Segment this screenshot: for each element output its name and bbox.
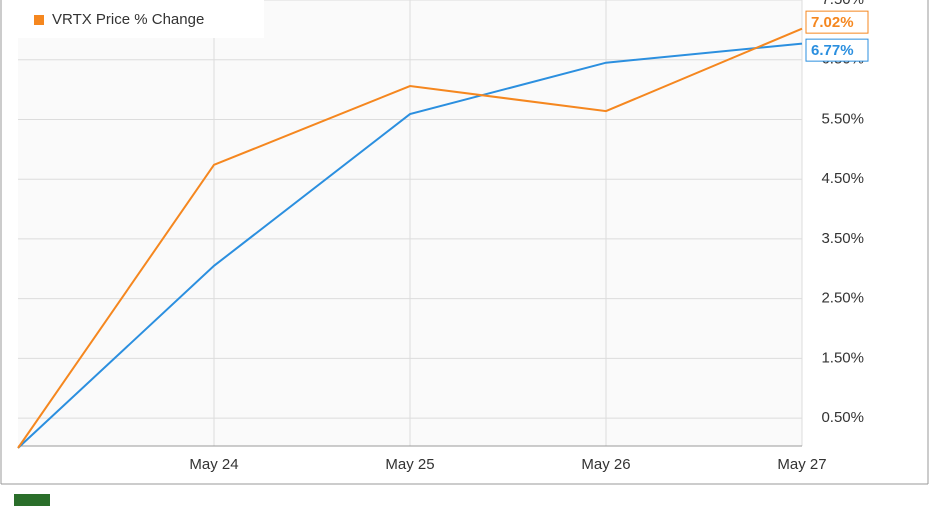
logo: [14, 494, 50, 506]
y-tick-label: 7.50%: [821, 0, 864, 8]
y-tick-label: 0.50%: [821, 409, 864, 426]
legend-label: VRTX Price % Change: [52, 11, 204, 28]
legend-box: [18, 0, 264, 38]
value-label: 7.02%: [811, 14, 854, 31]
x-tick-label: May 24: [189, 456, 238, 473]
y-tick-label: 1.50%: [821, 349, 864, 366]
value-label-box: [805, 10, 869, 34]
series-line: [17, 42, 803, 449]
legend-swatch: [34, 15, 44, 25]
y-tick-label: 5.50%: [821, 110, 864, 127]
y-tick-label: 3.50%: [821, 230, 864, 247]
x-tick-label: May 26: [581, 456, 630, 473]
y-tick-label: 4.50%: [821, 170, 864, 187]
value-label: 6.77%: [811, 42, 854, 59]
y-tick-label: 2.50%: [821, 290, 864, 307]
value-label-box: [805, 38, 869, 62]
series-line: [17, 27, 803, 449]
x-tick-label: May 25: [385, 456, 434, 473]
x-tick-label: May 27: [777, 456, 826, 473]
